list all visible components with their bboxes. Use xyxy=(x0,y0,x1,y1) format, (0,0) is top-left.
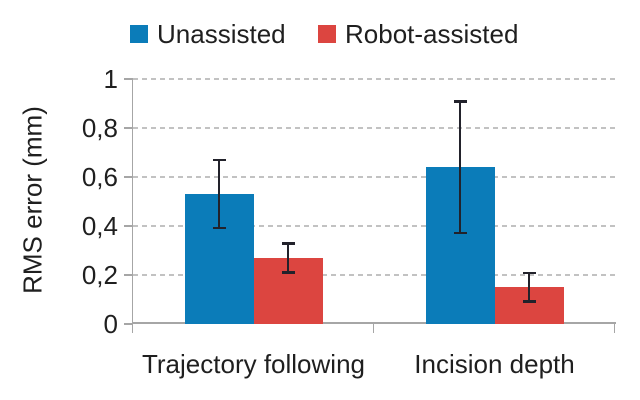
legend-item-unassisted: Unassisted xyxy=(130,20,286,48)
y-axis-title: RMS error (mm) xyxy=(17,106,48,294)
legend-item-robot-assisted: Robot-assisted xyxy=(318,20,518,48)
error-bar-unassisted-trajectory-following-cap-bottom xyxy=(212,226,226,230)
gridline xyxy=(133,78,615,80)
x-axis-line xyxy=(133,322,616,324)
y-axis-tick xyxy=(124,225,133,227)
error-bar-robot-assisted-incision-depth-cap-top xyxy=(522,271,536,275)
error-bar-unassisted-incision-depth-line xyxy=(459,101,461,234)
y-axis-tick xyxy=(124,176,133,178)
error-bar-robot-assisted-trajectory-following-cap-bottom xyxy=(281,271,295,274)
gridline xyxy=(133,225,615,227)
y-tick-label: 0 xyxy=(103,309,118,339)
gridline xyxy=(133,176,615,178)
y-axis-tick xyxy=(124,78,133,80)
error-bar-robot-assisted-trajectory-following-line xyxy=(287,243,289,273)
x-category-label-trajectory-following: Trajectory following xyxy=(141,349,365,379)
y-axis-tick xyxy=(124,274,133,276)
y-tick-label: 0,8 xyxy=(81,113,118,143)
y-axis-tick xyxy=(124,127,133,129)
x-axis-tick xyxy=(613,324,615,333)
x-axis-tick xyxy=(372,324,374,333)
error-bar-unassisted-trajectory-following-line xyxy=(218,159,220,229)
gridline xyxy=(133,127,615,129)
x-category-label-incision-depth: Incision depth xyxy=(414,349,575,379)
y-tick-label: 0,2 xyxy=(81,260,118,290)
legend-label-robot-assisted: Robot-assisted xyxy=(345,19,519,49)
error-bar-unassisted-incision-depth-cap-bottom xyxy=(453,231,467,235)
error-bar-robot-assisted-incision-depth-line xyxy=(528,272,530,302)
gridline xyxy=(133,274,615,276)
error-bar-robot-assisted-trajectory-following-cap-top xyxy=(281,242,295,245)
y-axis-line xyxy=(131,78,133,333)
error-bar-robot-assisted-incision-depth-cap-bottom xyxy=(522,300,536,303)
error-bar-unassisted-incision-depth-cap-top xyxy=(453,100,467,103)
y-tick-label: 0,4 xyxy=(81,211,118,241)
y-tick-label: 0,6 xyxy=(81,162,118,192)
y-axis-tick xyxy=(124,323,133,325)
legend-swatch-unassisted xyxy=(130,25,148,43)
legend-label-unassisted: Unassisted xyxy=(157,19,286,49)
error-bar-unassisted-trajectory-following-cap-top xyxy=(212,158,226,162)
legend-swatch-robot-assisted xyxy=(318,25,336,43)
y-tick-label: 1 xyxy=(103,64,118,94)
